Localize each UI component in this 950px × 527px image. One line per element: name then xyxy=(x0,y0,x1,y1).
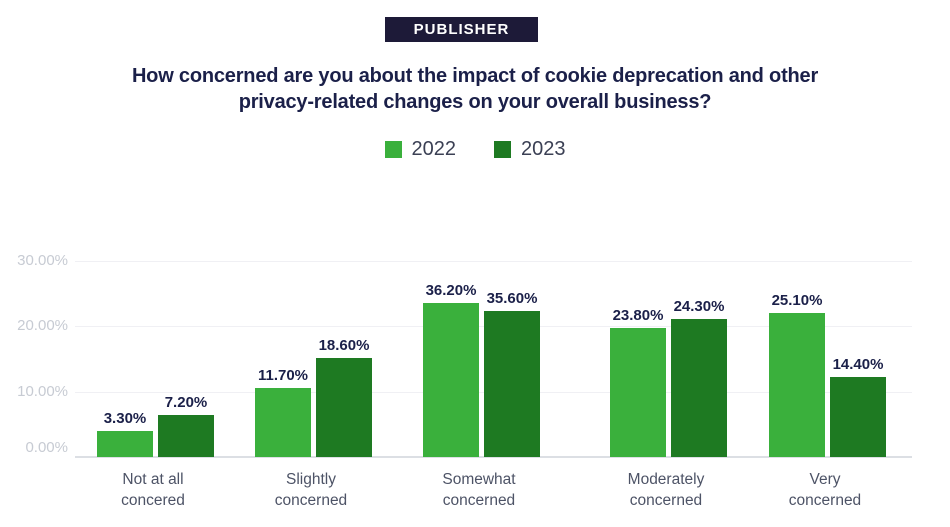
category-label-line: Very xyxy=(809,471,841,488)
bar-value-2023-2: 35.60% xyxy=(486,290,538,307)
y-tick-label-30: 30.00% xyxy=(17,252,68,269)
bar-2022-1 xyxy=(255,388,311,457)
bar-value-2022-3: 23.80% xyxy=(612,307,664,324)
chart-title: How concerned are you about the impact o… xyxy=(75,63,875,115)
bar-2023-0 xyxy=(158,415,214,457)
category-label-line: Not at all xyxy=(122,471,184,488)
bar-value-2022-1: 11.70% xyxy=(257,367,309,384)
category-label-line: concered xyxy=(121,492,185,509)
legend-swatch-2023 xyxy=(494,141,511,158)
legend-item-2022: 2022 xyxy=(384,138,457,161)
bar-value-2022-4: 25.10% xyxy=(771,292,823,309)
category-label-line: Somewhat xyxy=(442,471,516,488)
category-label-0: Not at all concered xyxy=(73,469,233,511)
chart-title-line1: How concerned are you about the impact o… xyxy=(131,65,819,87)
category-label-3: Moderately concerned xyxy=(586,469,746,511)
bar-2023-1 xyxy=(316,358,372,457)
publisher-badge-label: PUBLISHER xyxy=(413,21,510,38)
y-tick-label-0: 0.00% xyxy=(25,439,68,456)
bar-2023-4 xyxy=(830,377,886,457)
bar-2022-3 xyxy=(610,328,666,457)
chart-title-line2: privacy-related changes on your overall … xyxy=(238,91,712,113)
category-label-4: Very concerned xyxy=(745,469,905,511)
y-tick-label-10: 10.00% xyxy=(17,383,68,400)
category-label-1: Slightly concerned xyxy=(231,469,391,511)
bar-2022-2 xyxy=(423,303,479,457)
category-label-line: concerned xyxy=(442,492,516,509)
legend-label-2023: 2023 xyxy=(521,138,566,160)
publisher-badge: PUBLISHER xyxy=(385,17,538,42)
bar-value-2023-0: 7.20% xyxy=(164,394,208,411)
bar-2023-3 xyxy=(671,319,727,457)
legend: 2022 2023 xyxy=(0,138,950,161)
bar-value-2023-1: 18.60% xyxy=(318,337,370,354)
bar-value-2022-2: 36.20% xyxy=(425,282,477,299)
category-label-line: Slightly xyxy=(286,471,336,488)
legend-swatch-2022 xyxy=(384,141,402,158)
bar-2023-2 xyxy=(484,311,540,457)
bar-value-2023-4: 14.40% xyxy=(832,356,884,373)
x-axis-line xyxy=(75,456,912,458)
legend-label-2022: 2022 xyxy=(411,138,457,160)
gridline-30 xyxy=(75,261,912,262)
bar-value-2023-3: 24.30% xyxy=(673,298,725,315)
category-label-line: concerned xyxy=(788,492,862,509)
category-label-line: concerned xyxy=(629,492,703,509)
category-label-line: Moderately xyxy=(627,471,705,488)
bar-2022-0 xyxy=(97,431,153,457)
category-label-2: Somewhat concerned xyxy=(399,469,559,511)
bar-value-2022-0: 3.30% xyxy=(103,410,147,427)
legend-item-2023: 2023 xyxy=(494,138,566,161)
category-label-line: concerned xyxy=(274,492,348,509)
bar-2022-4 xyxy=(769,313,825,457)
y-tick-label-20: 20.00% xyxy=(17,317,68,334)
